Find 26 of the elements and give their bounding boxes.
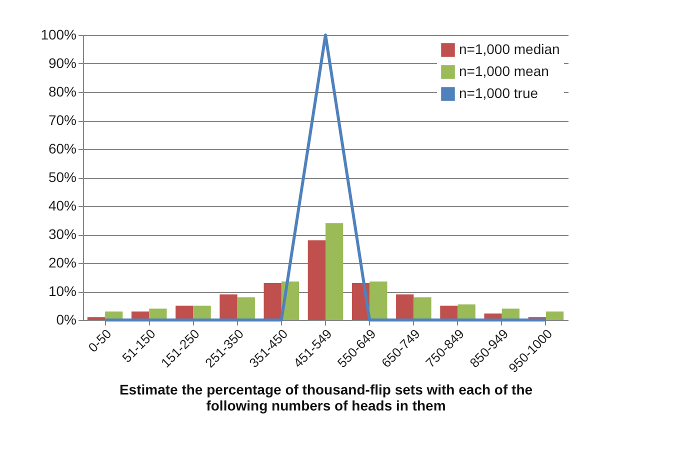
y-tick-label: 30%	[48, 226, 76, 242]
bar	[264, 282, 282, 320]
bar	[546, 311, 564, 320]
y-tick-label: 10%	[48, 283, 76, 299]
y-tick-label: 60%	[48, 140, 76, 156]
y-tick-label: 100%	[40, 26, 76, 42]
y-tick-label: 80%	[48, 84, 76, 100]
bar	[308, 240, 326, 320]
legend-label: n=1,000 true	[459, 85, 538, 101]
y-tick-label: 50%	[48, 169, 76, 185]
x-tick-label: 0-50	[85, 326, 114, 356]
bar	[370, 282, 388, 320]
bar	[237, 297, 255, 320]
bar	[87, 317, 106, 320]
bar	[396, 294, 414, 320]
y-tick-label: 40%	[48, 198, 76, 214]
y-tick-label: 20%	[48, 254, 76, 270]
y-tick-label: 0%	[56, 312, 76, 328]
y-tick-label: 90%	[48, 55, 76, 71]
bar	[220, 294, 238, 320]
legend-label: n=1,000 median	[459, 41, 560, 57]
legend-label: n=1,000 mean	[459, 63, 549, 79]
x-axis-title: Estimate the percentage of thousand-flip sets with each of the following numbers of heads in them	[119, 382, 533, 414]
y-tick-label: 70%	[48, 112, 76, 128]
bar	[414, 297, 432, 320]
bar	[326, 223, 344, 320]
